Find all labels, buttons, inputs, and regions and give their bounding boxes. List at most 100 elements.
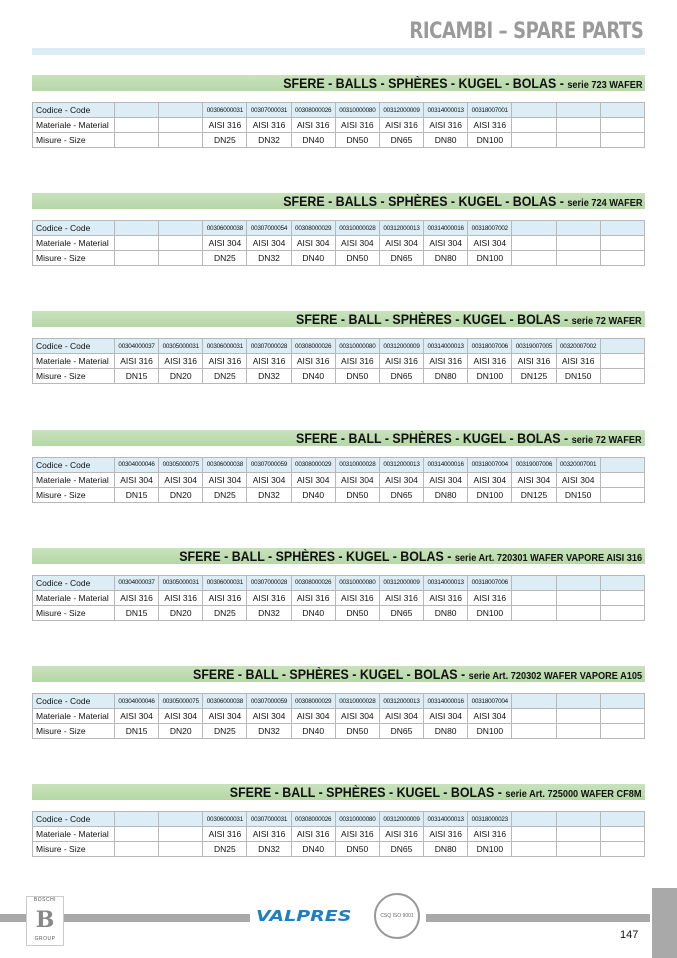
table-cell: 00304000046 xyxy=(113,693,160,709)
table-cell: AISI 316 xyxy=(423,353,469,370)
section-title: SFERE - BALL - SPHÈRES - KUGEL - BOLAS - xyxy=(296,312,572,328)
table-cell xyxy=(158,220,204,237)
table-row: Misure - Size DN15 DN20 DN25 DN32 DN40 DN50 DN6… xyxy=(32,486,646,503)
table-row: Codice - Code 00306000031 00307000031 00308… xyxy=(32,102,646,118)
table-cell xyxy=(511,826,557,843)
table-cell: AISI 304 xyxy=(202,235,248,252)
table-cell: DN40 xyxy=(290,368,336,385)
page-number: 147 xyxy=(620,929,639,941)
table-cell xyxy=(599,338,646,355)
table-cell: 00312000013 xyxy=(378,456,425,473)
table-cell xyxy=(555,811,601,828)
table-cell: AISI 316 xyxy=(246,117,292,133)
table-cell: DN50 xyxy=(334,841,380,858)
title-underline-bar xyxy=(32,48,645,55)
table-cell: 00318007006 xyxy=(467,574,513,591)
table-cell: 00318000023 xyxy=(467,811,513,828)
table-cell: 00308000026 xyxy=(290,811,336,828)
section-serie: serie Art. 720302 WAFER VAPORE A105 xyxy=(468,671,642,682)
table-cell: DN50 xyxy=(334,250,380,267)
table-cell: 00305000075 xyxy=(158,456,204,473)
row-label: Materiale - Material xyxy=(32,471,115,488)
table-cell: 00305000031 xyxy=(158,574,204,591)
table-row: Materiale - Material AISI 316 AISI 316 AISI… xyxy=(32,117,646,133)
table-cell xyxy=(113,250,160,267)
table-cell xyxy=(555,220,601,237)
table-cell: AISI 316 xyxy=(202,589,248,606)
section-header: SFERE - BALL - SPHÈRES - KUGEL - BOLAS -… xyxy=(32,429,645,446)
table-cell xyxy=(511,117,557,133)
table-cell: AISI 316 xyxy=(246,589,292,606)
table-cell xyxy=(158,235,204,252)
table-cell xyxy=(555,589,601,606)
table-cell xyxy=(511,589,557,606)
table-cell: 00318007006 xyxy=(467,338,513,355)
table-cell xyxy=(158,826,204,843)
section-title: SFERE - BALLS - SPHÈRES - KUGEL - BOLAS … xyxy=(282,76,567,91)
table-cell xyxy=(599,811,646,828)
table-cell: DN150 xyxy=(555,368,601,385)
table-cell xyxy=(599,368,646,385)
table-cell: AISI 304 xyxy=(555,471,601,488)
table-cell: AISI 316 xyxy=(202,826,248,843)
table-cell: AISI 304 xyxy=(246,708,292,724)
table-cell xyxy=(511,220,557,237)
table-cell: AISI 304 xyxy=(246,471,292,488)
page-title: RICAMBI – SPARE PARTS xyxy=(409,19,645,44)
table-cell: AISI 316 xyxy=(113,589,160,606)
section-header: SFERE - BALLS - SPHÈRES - KUGEL - BOLAS … xyxy=(32,75,645,91)
table-cell: AISI 304 xyxy=(334,708,380,724)
table-cell: 00310000080 xyxy=(334,338,380,355)
table-cell: DN25 xyxy=(202,841,248,858)
section-title: SFERE - BALLS - SPHÈRES - KUGEL - BOLAS … xyxy=(282,194,567,210)
table-row: Misure - Size DN15 DN20 DN25 DN32 DN40 DN50 DN6… xyxy=(32,368,646,385)
table-cell: AISI 316 xyxy=(334,117,380,133)
row-label: Codice - Code xyxy=(32,693,115,709)
section-header: SFERE - BALL - SPHÈRES - KUGEL - BOLAS -… xyxy=(32,311,645,328)
table-cell: 00310000080 xyxy=(334,811,380,828)
table-cell: DN80 xyxy=(423,132,469,148)
table-cell: DN50 xyxy=(334,368,380,385)
table-cell: 00310000028 xyxy=(334,693,380,709)
table-cell: AISI 304 xyxy=(467,471,513,488)
table-cell xyxy=(599,102,646,118)
spare-parts-section: SFERE - BALL - SPHÈRES - KUGEL - BOLAS -… xyxy=(32,311,646,385)
section-title: SFERE - BALL - SPHÈRES - KUGEL - BOLAS - xyxy=(296,430,572,446)
table-cell: DN15 xyxy=(113,368,160,385)
table-cell: DN25 xyxy=(202,132,248,148)
table-cell: DN65 xyxy=(378,368,425,385)
table-cell: AISI 316 xyxy=(423,589,469,606)
row-label: Codice - Code xyxy=(32,574,115,591)
row-label: Codice - Code xyxy=(32,102,115,118)
table-cell xyxy=(511,250,557,267)
row-label: Misure - Size xyxy=(32,368,115,385)
table-cell xyxy=(599,250,646,267)
table-cell: 00318007004 xyxy=(467,693,513,709)
table-cell xyxy=(555,250,601,267)
table-cell: AISI 316 xyxy=(423,117,469,133)
table-cell: 00304000037 xyxy=(113,338,160,355)
table-row: Materiale - Material AISI 304 AISI 304 AISI… xyxy=(32,471,646,488)
table-cell xyxy=(599,486,646,503)
table-cell xyxy=(511,604,557,621)
table-cell xyxy=(555,841,601,858)
spare-parts-section: SFERE - BALL - SPHÈRES - KUGEL - BOLAS -… xyxy=(32,784,646,858)
table-cell: DN80 xyxy=(423,486,469,503)
table-cell xyxy=(511,102,557,118)
table-cell: AISI 304 xyxy=(378,708,425,724)
table-cell: 00314000013 xyxy=(423,811,469,828)
logo-bottom-text: GROUP xyxy=(34,936,56,942)
table-cell: AISI 316 xyxy=(246,353,292,370)
table-cell: AISI 304 xyxy=(202,471,248,488)
table-cell xyxy=(113,132,160,148)
table-cell xyxy=(113,811,160,828)
footer-bar-right xyxy=(426,914,650,922)
section-title: SFERE - BALL - SPHÈRES - KUGEL - BOLAS - xyxy=(230,785,506,801)
section-header: SFERE - BALLS - SPHÈRES - KUGEL - BOLAS … xyxy=(32,193,645,210)
table-cell: DN65 xyxy=(378,486,425,503)
table-cell: 00314000016 xyxy=(423,693,469,709)
table-cell: DN50 xyxy=(334,132,380,148)
table-cell: DN20 xyxy=(158,486,204,503)
table-cell xyxy=(511,574,557,591)
